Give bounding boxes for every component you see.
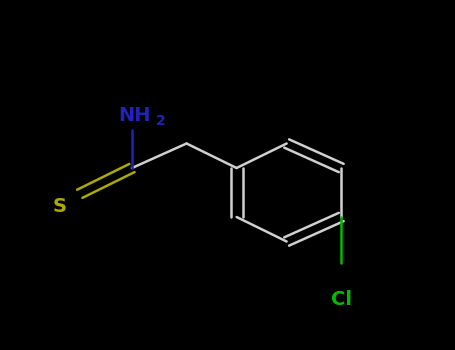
Text: S: S bbox=[52, 197, 66, 216]
Text: 2: 2 bbox=[156, 114, 166, 128]
Text: Cl: Cl bbox=[331, 290, 352, 309]
Text: NH: NH bbox=[118, 106, 151, 125]
